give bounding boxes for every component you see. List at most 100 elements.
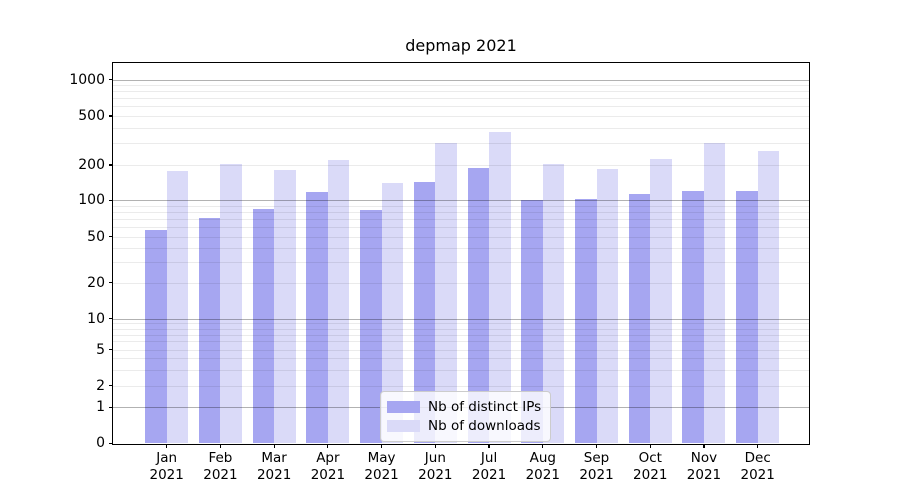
bar-downloads-nov [703,143,726,444]
bar-distinct-ips-sep [575,199,597,444]
y-axis-tick-label: 500 [78,108,105,124]
legend-label-downloads: Nb of downloads [428,417,541,434]
bar-downloads-jul [489,132,511,444]
x-tick-mark [488,443,490,448]
legend-item-downloads: Nb of downloads [387,416,541,435]
x-tick-mark [703,443,705,448]
y-tick-mark [109,164,113,166]
gridline-minor [113,385,809,387]
gridline-major [113,318,809,320]
y-axis-tick-label: 200 [78,157,105,173]
legend-swatch-downloads [387,419,420,432]
gridline-minor [113,165,809,166]
gridline-minor [113,349,809,351]
x-tick-mark [757,443,759,448]
gridline-minor [113,323,809,325]
y-axis-tick-label: 50 [87,228,105,245]
x-tick-mark [219,443,221,448]
x-axis-tick-label: Aug 2021 [525,450,560,483]
y-tick-mark [109,78,113,81]
x-axis-tick-label: Mar 2021 [256,450,292,483]
gridline-major [113,79,809,81]
x-axis-tick-label: Jul 2021 [471,450,507,483]
gridline-minor [113,341,809,343]
x-tick-mark [434,443,436,448]
x-axis-tick-label: Apr 2021 [310,450,346,483]
gridline-minor [113,98,809,100]
x-tick-mark [649,443,651,448]
bar-distinct-ips-mar [252,208,275,444]
y-axis-tick-label: 0 [96,435,105,452]
x-tick-mark [381,443,383,448]
bar-downloads-aug [542,163,565,444]
x-axis-tick-label: Jun 2021 [418,450,453,483]
gridline-minor [113,127,809,129]
bar-distinct-ips-jan [145,229,167,444]
axis-spine-bottom [112,443,810,445]
x-axis-tick-label: Dec 2021 [740,450,775,483]
gridline-minor [113,358,809,360]
gridline-minor [113,247,809,249]
x-tick-mark [595,443,598,448]
y-tick-mark [109,348,113,351]
x-axis-tick-label: Feb 2021 [203,450,238,483]
gridline-minor [113,143,809,145]
axis-spine-left [112,61,114,445]
bar-distinct-ips-nov [682,191,704,444]
bar-distinct-ips-jun [413,182,436,444]
bar-distinct-ips-jul [467,167,490,444]
x-axis-tick-label: Sep 2021 [579,450,614,483]
y-tick-mark [109,406,113,408]
gridline-minor [113,334,809,336]
y-axis-tick-label: 20 [87,274,105,291]
bar-downloads-may [381,183,404,444]
y-tick-mark [109,318,113,320]
bar-distinct-ips-oct [628,194,651,444]
bar-downloads-oct [650,158,672,444]
bar-downloads-mar [274,170,296,444]
y-tick-mark [109,115,113,117]
legend-label-distinct-ips: Nb of distinct IPs [428,398,542,415]
y-axis-tick-label: 1 [96,399,105,416]
axis-spine-top [112,61,810,63]
bar-distinct-ips-apr [306,191,328,444]
bar-downloads-sep [596,168,619,444]
gridline-minor [113,236,809,238]
x-tick-mark [542,443,544,448]
gridline-minor [113,91,809,93]
gridline-minor [113,227,809,229]
gridline-major [113,200,809,202]
x-axis-tick-label: Oct 2021 [633,450,668,483]
bar-distinct-ips-may [360,210,382,444]
x-tick-mark [273,443,275,448]
bar-downloads-apr [327,159,350,444]
y-tick-mark [109,199,113,201]
bar-downloads-jan [166,170,189,444]
chart-title: depmap 2021 [405,36,517,55]
y-axis-tick-label: 10 [87,310,105,327]
gridline-minor [113,205,809,207]
y-axis-tick-label: 1000 [69,71,105,88]
gridline-minor [113,85,809,87]
bar-distinct-ips-dec [736,191,758,444]
bar-distinct-ips-feb [198,217,221,444]
y-tick-mark [109,384,113,387]
bar-downloads-dec [757,150,780,444]
gridline-minor [113,369,809,371]
y-tick-mark [109,282,113,284]
y-tick-mark [109,442,113,444]
x-tick-mark [166,443,168,448]
x-axis-tick-label: May 2021 [364,450,399,483]
y-tick-mark [109,236,113,238]
gridline-minor [113,262,809,264]
axis-spine-right [809,61,811,445]
gridline-minor [113,282,809,284]
gridline-minor [113,219,809,221]
bar-downloads-jun [435,143,457,444]
gridline-minor [113,106,809,108]
gridline-minor [113,116,809,117]
x-axis-tick-label: Nov 2021 [686,450,722,483]
bar-distinct-ips-aug [521,200,543,444]
legend: Nb of distinct IPs Nb of downloads [380,391,552,442]
